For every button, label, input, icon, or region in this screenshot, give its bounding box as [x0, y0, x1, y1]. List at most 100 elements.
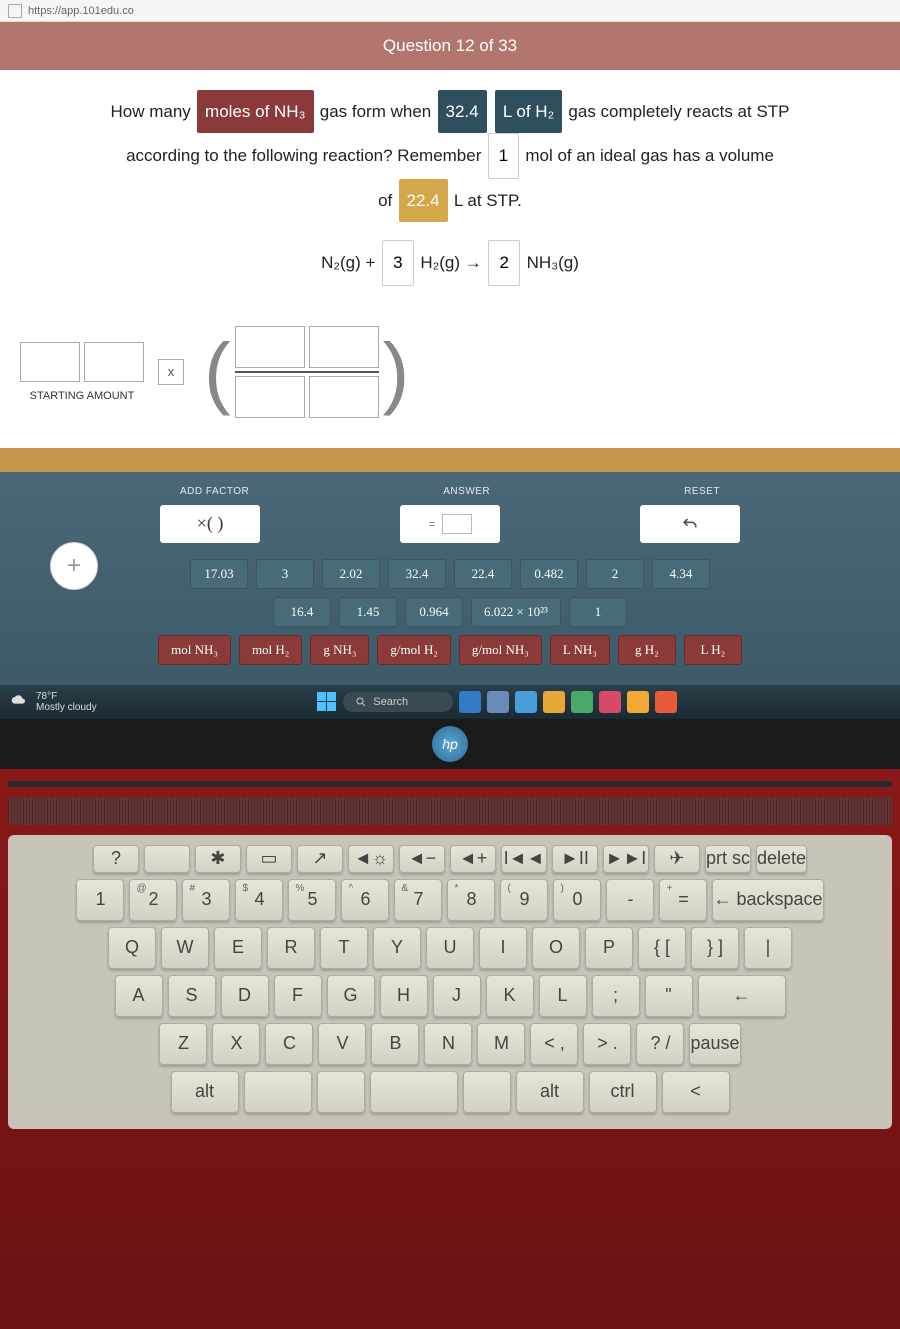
keyboard-key[interactable]: ✈: [654, 845, 700, 873]
keyboard-key[interactable]: &7: [394, 879, 442, 921]
taskbar-search[interactable]: Search: [343, 692, 453, 712]
keyboard-key[interactable]: ^6: [341, 879, 389, 921]
answer-slot[interactable]: [442, 514, 472, 534]
add-factor-button[interactable]: ×( ): [160, 505, 260, 543]
weather-widget[interactable]: 78°F Mostly cloudy: [10, 691, 97, 713]
keyboard-key[interactable]: L: [539, 975, 587, 1017]
keyboard-key[interactable]: delete: [756, 845, 807, 873]
start-button[interactable]: [317, 692, 337, 712]
keyboard-key[interactable]: { [: [638, 927, 686, 969]
keyboard-key[interactable]: pause: [689, 1023, 740, 1065]
keyboard-key[interactable]: $4: [235, 879, 283, 921]
keyboard-key[interactable]: F: [274, 975, 322, 1017]
keyboard-key[interactable]: @2: [129, 879, 177, 921]
taskbar-app-6[interactable]: [599, 691, 621, 713]
keyboard-key[interactable]: ▭: [246, 845, 292, 873]
keyboard-key[interactable]: (9: [500, 879, 548, 921]
value-tile[interactable]: 2.02: [322, 559, 380, 589]
value-tile[interactable]: 2: [586, 559, 644, 589]
keyboard-key[interactable]: G: [327, 975, 375, 1017]
keyboard-key[interactable]: P: [585, 927, 633, 969]
keyboard-key[interactable]: U: [426, 927, 474, 969]
blank-moles-nh3[interactable]: moles of NH₃: [197, 90, 313, 133]
taskbar-app-5[interactable]: [571, 691, 593, 713]
keyboard-key[interactable]: ↗: [297, 845, 343, 873]
value-tile[interactable]: 0.964: [405, 597, 463, 627]
keyboard-key[interactable]: H: [380, 975, 428, 1017]
value-tile[interactable]: 32.4: [388, 559, 446, 589]
unit-tile[interactable]: mol H₂: [239, 635, 302, 665]
keyboard-key[interactable]: J: [433, 975, 481, 1017]
taskbar-app-4[interactable]: [543, 691, 565, 713]
keyboard-key[interactable]: W: [161, 927, 209, 969]
keyboard-key[interactable]: Z: [159, 1023, 207, 1065]
keyboard-key[interactable]: prt sc: [705, 845, 751, 873]
keyboard-key[interactable]: > .: [583, 1023, 631, 1065]
keyboard-key[interactable]: M: [477, 1023, 525, 1065]
value-tile[interactable]: 22.4: [454, 559, 512, 589]
frac-top-2[interactable]: [309, 326, 379, 368]
keyboard-key[interactable]: *8: [447, 879, 495, 921]
keyboard-key[interactable]: N: [424, 1023, 472, 1065]
keyboard-key[interactable]: X: [212, 1023, 260, 1065]
keyboard-key[interactable]: ►►I: [603, 845, 649, 873]
keyboard-key[interactable]: V: [318, 1023, 366, 1065]
keyboard-key[interactable]: K: [486, 975, 534, 1017]
keyboard-key[interactable]: [144, 845, 190, 873]
keyboard-key[interactable]: ◄−: [399, 845, 445, 873]
keyboard-key[interactable]: ?: [93, 845, 139, 873]
keyboard-key[interactable]: ctrl: [589, 1071, 657, 1113]
keyboard-key[interactable]: Y: [373, 927, 421, 969]
taskbar-app-2[interactable]: [487, 691, 509, 713]
frac-top-1[interactable]: [235, 326, 305, 368]
value-tile[interactable]: 6.022 × 10²³: [471, 597, 561, 627]
keyboard-key[interactable]: 1: [76, 879, 124, 921]
keyboard-key[interactable]: +=: [659, 879, 707, 921]
keyboard-key[interactable]: ←: [698, 975, 786, 1017]
frac-bot-1[interactable]: [235, 376, 305, 418]
keyboard-key[interactable]: [370, 1071, 458, 1113]
taskbar-app-8[interactable]: [655, 691, 677, 713]
keyboard-key[interactable]: -: [606, 879, 654, 921]
keyboard-key[interactable]: T: [320, 927, 368, 969]
answer-box[interactable]: =: [400, 505, 500, 543]
keyboard-key[interactable]: [317, 1071, 365, 1113]
unit-tile[interactable]: g NH₃: [310, 635, 369, 665]
keyboard-key[interactable]: ►II: [552, 845, 598, 873]
keyboard-key[interactable]: ◄+: [450, 845, 496, 873]
unit-tile[interactable]: g/mol H₂: [377, 635, 451, 665]
keyboard-key[interactable]: alt: [516, 1071, 584, 1113]
keyboard-key[interactable]: I: [479, 927, 527, 969]
keyboard-key[interactable]: O: [532, 927, 580, 969]
frac-bot-2[interactable]: [309, 376, 379, 418]
unit-tile[interactable]: L NH₃: [550, 635, 610, 665]
keyboard-key[interactable]: E: [214, 927, 262, 969]
keyboard-key[interactable]: #3: [182, 879, 230, 921]
starting-numerator[interactable]: [20, 342, 80, 382]
keyboard-key[interactable]: D: [221, 975, 269, 1017]
reset-button[interactable]: [640, 505, 740, 543]
keyboard-key[interactable]: ;: [592, 975, 640, 1017]
keyboard-key[interactable]: [244, 1071, 312, 1113]
value-tile[interactable]: 3: [256, 559, 314, 589]
taskbar-app-1[interactable]: [459, 691, 481, 713]
keyboard-key[interactable]: )0: [553, 879, 601, 921]
value-tile[interactable]: 4.34: [652, 559, 710, 589]
keyboard-key[interactable]: A: [115, 975, 163, 1017]
keyboard-key[interactable]: B: [371, 1023, 419, 1065]
keyboard-key[interactable]: <: [662, 1071, 730, 1113]
keyboard-key[interactable]: ": [645, 975, 693, 1017]
keyboard-key[interactable]: C: [265, 1023, 313, 1065]
keyboard-key[interactable]: ✱: [195, 845, 241, 873]
unit-tile[interactable]: L H₂: [684, 635, 742, 665]
unit-tile[interactable]: mol NH₃: [158, 635, 231, 665]
keyboard-key[interactable]: %5: [288, 879, 336, 921]
keyboard-key[interactable]: ? /: [636, 1023, 684, 1065]
windows-taskbar[interactable]: 78°F Mostly cloudy Search: [0, 685, 900, 719]
unit-tile[interactable]: g H₂: [618, 635, 676, 665]
value-tile[interactable]: 16.4: [273, 597, 331, 627]
taskbar-app-7[interactable]: [627, 691, 649, 713]
taskbar-app-3[interactable]: [515, 691, 537, 713]
starting-amount-box[interactable]: STARTING AMOUNT: [20, 342, 144, 402]
value-tile[interactable]: 1.45: [339, 597, 397, 627]
